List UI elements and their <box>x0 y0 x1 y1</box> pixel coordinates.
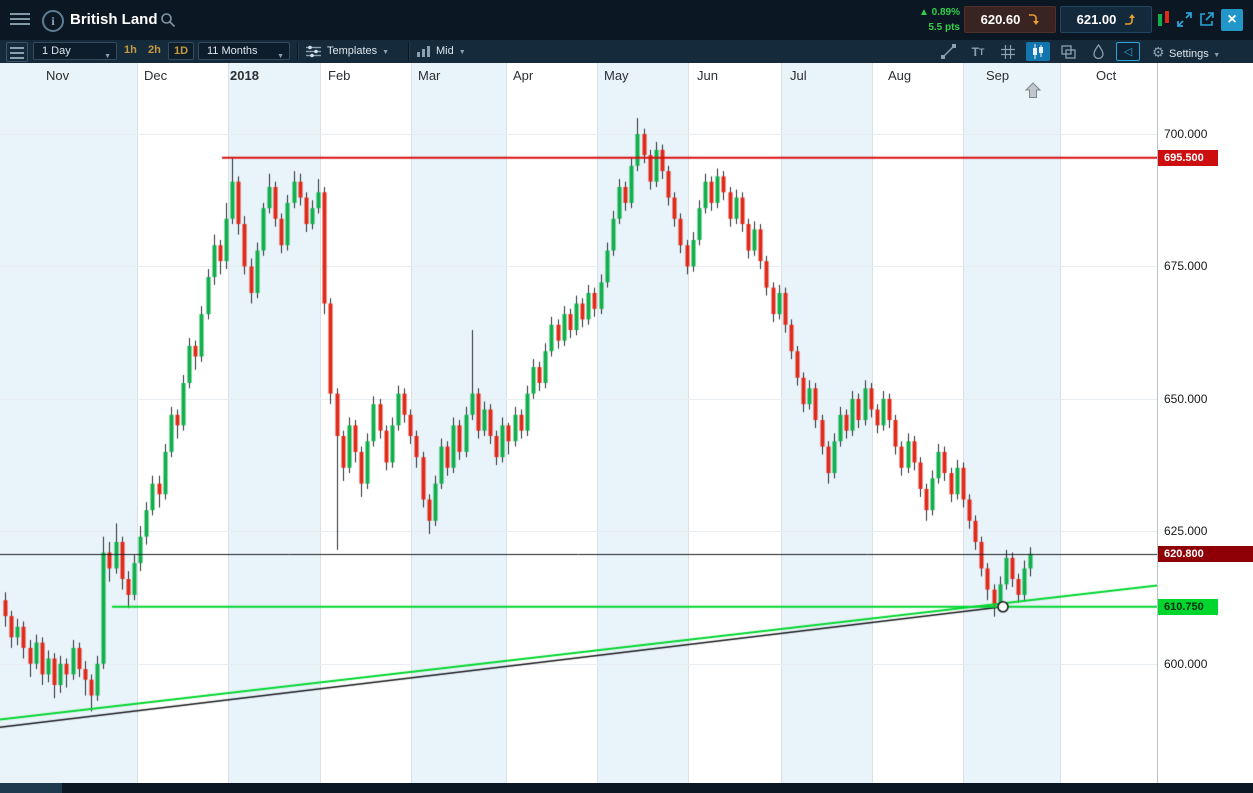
month-label: Jul <box>790 68 807 83</box>
timeframe-1h-button[interactable]: 1h <box>124 44 137 56</box>
support-price-tag[interactable]: 610.750 <box>1158 599 1218 615</box>
change-points: 5.5 pts <box>919 20 960 35</box>
timeframe-1d-button[interactable]: 1D <box>168 42 194 60</box>
range-label: 11 Months <box>207 45 258 57</box>
candlestick-mini-icon[interactable] <box>1158 11 1172 29</box>
popout-icon[interactable] <box>1198 11 1215 28</box>
change-badge: ▲ 0.89% 5.5 pts <box>919 5 960 35</box>
price-type-button[interactable]: Mid ▼ <box>436 45 466 57</box>
sell-price: 620.60 <box>981 12 1021 27</box>
top-bar: i British Land ▲ 0.89% 5.5 pts 620.60 62… <box>0 0 1253 40</box>
info-icon[interactable]: i <box>42 10 64 32</box>
triangle-up-icon: ▲ <box>919 7 929 18</box>
month-label: Feb <box>328 68 350 83</box>
axis-tick-label: 675.000 <box>1164 259 1207 273</box>
month-label: Oct <box>1096 68 1116 83</box>
chart-list-button[interactable] <box>6 42 28 62</box>
toolbar-separator <box>408 42 410 60</box>
price-type-label: Mid <box>436 45 454 57</box>
text-tool-icon: T <box>972 45 979 59</box>
month-label: Mar <box>418 68 440 83</box>
buy-arrow-icon <box>1123 13 1135 26</box>
search-icon[interactable] <box>160 12 176 28</box>
period-dropdown[interactable]: 1 Day ▼ <box>33 42 117 60</box>
instrument-title: British Land <box>70 11 158 28</box>
caret-down-icon: ▼ <box>382 49 389 56</box>
sell-arrow-icon <box>1027 13 1039 26</box>
bottom-bar <box>0 783 1253 793</box>
trendline-tool-button[interactable] <box>936 42 960 61</box>
compare-overlay-button[interactable] <box>1056 42 1080 61</box>
month-label: Nov <box>46 68 69 83</box>
toolbar-separator <box>297 42 299 60</box>
month-label: Apr <box>513 68 533 83</box>
price-axis: 700.000 675.000 650.000 625.000 600.000 695.5… <box>1157 63 1253 783</box>
caret-down-icon: ▼ <box>1213 52 1220 59</box>
month-label: Jun <box>697 68 718 83</box>
gear-icon: ⚙ <box>1152 44 1165 60</box>
range-dropdown[interactable]: 11 Months ▼ <box>198 42 290 60</box>
settings-button[interactable]: ⚙ Settings ▼ <box>1152 44 1220 62</box>
templates-label: Templates <box>327 45 377 57</box>
menu-icon[interactable] <box>10 13 30 27</box>
current-price-tag: 620.800 <box>1158 546 1253 562</box>
sliders-icon <box>306 45 321 58</box>
theme-droplet-button[interactable] <box>1086 42 1110 61</box>
close-button[interactable]: × <box>1221 9 1243 31</box>
caret-down-icon: ▼ <box>459 49 466 56</box>
period-label: 1 Day <box>42 45 71 57</box>
axis-tick-label: 600.000 <box>1164 657 1207 671</box>
candlestick-type-button[interactable] <box>1026 42 1050 61</box>
month-label: 2018 <box>230 68 259 83</box>
scroll-handle-icon[interactable] <box>1024 82 1042 99</box>
pointer-left-icon: ◁ <box>1124 45 1132 58</box>
settings-label: Settings <box>1169 48 1209 60</box>
timeframe-2h-button[interactable]: 2h <box>148 44 161 56</box>
buy-button[interactable]: 621.00 <box>1060 6 1152 33</box>
month-label: Sep <box>986 68 1009 83</box>
change-percent: 0.89% <box>932 7 960 18</box>
month-label: May <box>604 68 629 83</box>
axis-tick-label: 700.000 <box>1164 127 1207 141</box>
month-label: Dec <box>144 68 167 83</box>
chart-plot[interactable]: Nov Dec 2018 Feb Mar Apr May Jun Jul Aug Sep Oct <box>0 63 1157 783</box>
axis-tick-label: 625.000 <box>1164 524 1207 538</box>
price-type-icon <box>417 46 431 57</box>
pointer-tool-button[interactable]: ◁ <box>1116 42 1140 61</box>
month-label: Aug <box>888 68 911 83</box>
buy-price: 621.00 <box>1077 12 1117 27</box>
candles-canvas[interactable] <box>0 63 1157 783</box>
chart-toolbar: 1 Day ▼ 1h 2h 1D 11 Months ▼ Templates ▼… <box>0 40 1253 64</box>
axis-tick-label: 650.000 <box>1164 392 1207 406</box>
resistance-price-tag[interactable]: 695.500 <box>1158 150 1218 166</box>
grid-toggle-button[interactable] <box>996 42 1020 61</box>
sell-button[interactable]: 620.60 <box>964 6 1056 33</box>
expand-icon[interactable] <box>1176 11 1193 28</box>
templates-button[interactable]: Templates ▼ <box>327 45 389 57</box>
scrollbar-segment[interactable] <box>0 783 62 793</box>
text-tool-button[interactable]: TT <box>966 42 990 61</box>
